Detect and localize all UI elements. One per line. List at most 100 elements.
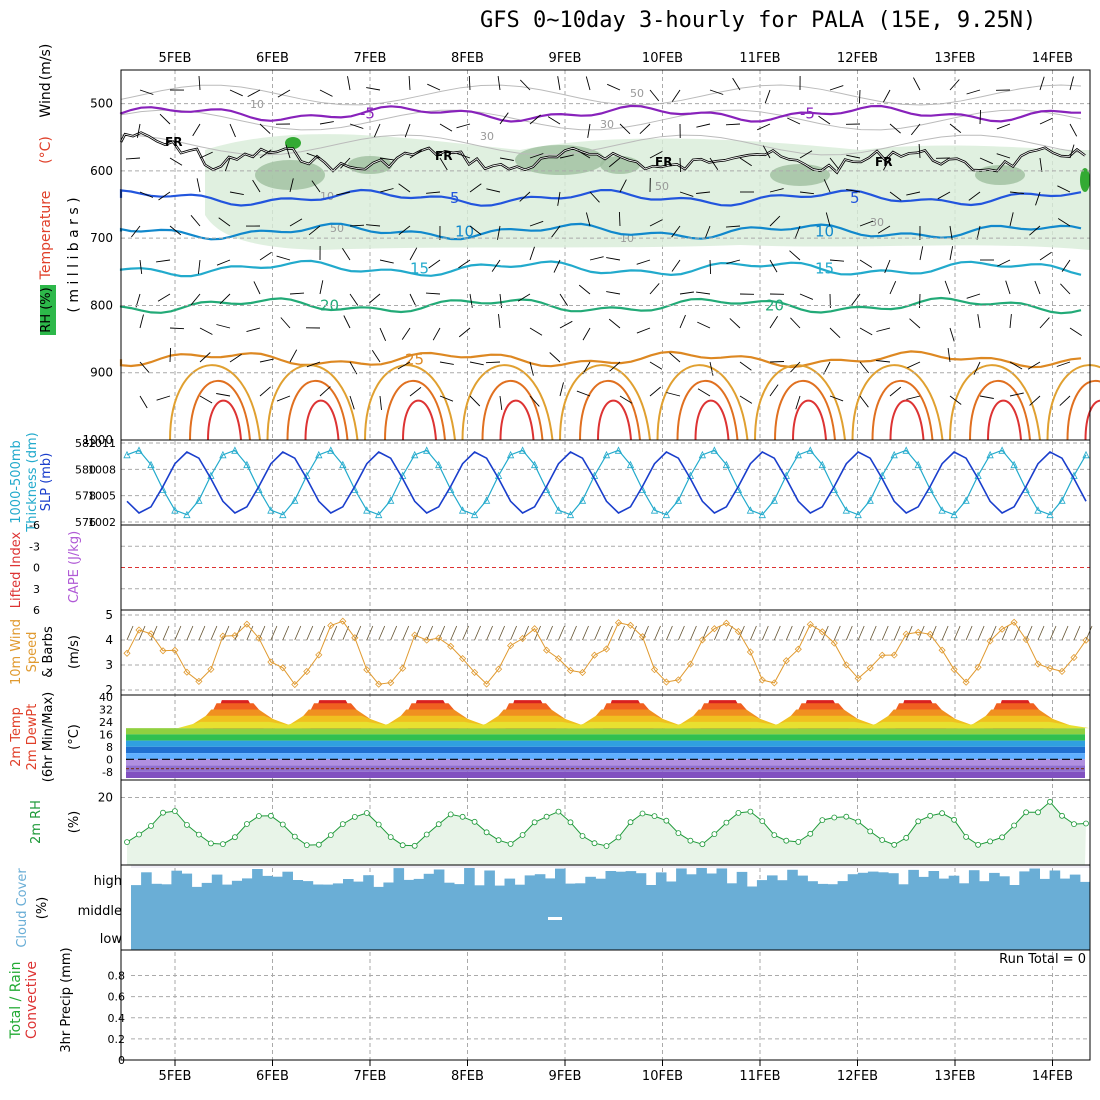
temp-contour-diurnal bbox=[694, 399, 730, 441]
wind10-point bbox=[974, 663, 982, 671]
rh2m-point bbox=[1023, 809, 1029, 816]
wind-barb bbox=[799, 293, 814, 300]
wind-barb bbox=[725, 123, 741, 126]
wind-barb bbox=[379, 395, 382, 410]
wind10-point bbox=[387, 679, 395, 687]
wind-barb bbox=[259, 123, 271, 134]
wind-barb bbox=[609, 361, 621, 372]
wind-barb bbox=[1069, 327, 1082, 336]
wind-barb bbox=[342, 247, 351, 261]
temp-contour-diurnal bbox=[499, 399, 535, 441]
wind10-barb bbox=[606, 625, 613, 641]
wind-barb bbox=[876, 327, 891, 332]
ylabel-cloud-unit: (%) bbox=[35, 897, 50, 920]
temp2m-tick-label: 8 bbox=[106, 741, 113, 754]
rh2m-point bbox=[567, 819, 574, 826]
wind-barb bbox=[196, 178, 201, 193]
pressure-tick-label: 700 bbox=[90, 231, 113, 245]
temp-contour-diurnal bbox=[402, 399, 437, 441]
wind-barb bbox=[218, 217, 231, 227]
wind-barb bbox=[578, 284, 591, 295]
date-label-top: 5FEB bbox=[159, 51, 192, 66]
temp-contour-diurnal bbox=[969, 380, 1031, 441]
wind-barb bbox=[729, 318, 741, 329]
wind-barb bbox=[769, 215, 781, 227]
wind10-barb bbox=[402, 625, 410, 641]
wind10-barb bbox=[989, 625, 997, 641]
wind-barb bbox=[639, 123, 651, 135]
wind10-barb bbox=[198, 625, 206, 641]
wind-barb bbox=[551, 225, 561, 238]
wind10-barb bbox=[833, 625, 841, 641]
rh2m-point bbox=[291, 833, 298, 840]
temp-band bbox=[126, 746, 1085, 754]
wind-barb bbox=[547, 116, 561, 125]
cloud-high-bar bbox=[242, 878, 253, 893]
ylabel-minmax: (6hr Min/Max) bbox=[41, 692, 56, 782]
ylabel-rh2m: 2m RH bbox=[29, 800, 44, 844]
cloud-high-bar bbox=[383, 882, 394, 893]
wind-barb bbox=[306, 152, 321, 159]
wind-barb bbox=[919, 246, 924, 261]
wind10-point bbox=[878, 651, 886, 659]
wind10-barb bbox=[1061, 625, 1069, 641]
rh2m-point bbox=[819, 817, 826, 823]
wind-barb bbox=[289, 349, 298, 363]
wind-barb bbox=[408, 75, 411, 91]
wind-barb bbox=[949, 246, 954, 261]
cloud-high-bar bbox=[999, 876, 1010, 893]
wind-barb bbox=[618, 211, 621, 227]
cloud-low-mid bbox=[131, 893, 1090, 950]
rh2m-point bbox=[195, 831, 202, 838]
rh2m-point bbox=[279, 821, 286, 828]
freezing-label: FR bbox=[165, 135, 182, 149]
wind-barb bbox=[997, 259, 1011, 267]
wind-barb bbox=[679, 191, 694, 197]
wind10-barb bbox=[893, 625, 901, 641]
wind-barb bbox=[979, 157, 993, 165]
temp-contour-diurnal bbox=[461, 364, 554, 441]
wind10-point bbox=[578, 668, 587, 677]
cloud-high-bar bbox=[343, 879, 354, 893]
rh2m-point bbox=[675, 830, 682, 836]
thickness-point bbox=[482, 496, 491, 504]
cloud-high-bar bbox=[736, 871, 748, 893]
slp-tick-label: 1011 bbox=[88, 437, 116, 450]
wind-barb bbox=[996, 123, 1011, 130]
ylabel-cape: CAPE (J/kg) bbox=[67, 531, 82, 603]
cloud-high-bar bbox=[938, 878, 950, 893]
wind10-barb bbox=[438, 625, 446, 641]
wind-barb bbox=[156, 259, 171, 263]
ylabel-wind10-speed: Speed bbox=[25, 632, 40, 673]
wind-barb bbox=[157, 293, 171, 302]
cloud-high-bar bbox=[454, 884, 465, 893]
wind-barb bbox=[139, 314, 144, 329]
wind-barb bbox=[679, 157, 682, 173]
wind10-barb bbox=[570, 625, 577, 641]
date-label-top: 7FEB bbox=[354, 51, 387, 66]
wind-barb bbox=[769, 361, 785, 363]
cloud-high-bar bbox=[282, 871, 293, 893]
cloud-high-bar bbox=[474, 885, 485, 893]
wind10-barb bbox=[534, 625, 541, 641]
cloud-high-bar bbox=[534, 874, 546, 893]
wind-barb bbox=[669, 352, 681, 363]
rh2m-point bbox=[891, 841, 898, 848]
rh2m-point bbox=[315, 841, 322, 848]
wind-barb bbox=[427, 83, 441, 91]
ylabel-precip-total: Total / Rain bbox=[8, 961, 24, 1039]
wind10-barb bbox=[498, 625, 505, 641]
rh2m-point bbox=[687, 837, 694, 844]
thickness-point bbox=[626, 460, 635, 469]
rh2m-point bbox=[231, 834, 238, 841]
wind-barb bbox=[229, 123, 236, 138]
cloud-level-label: high bbox=[94, 874, 122, 889]
cloud-high-bar bbox=[585, 876, 596, 893]
cloud-high-bar bbox=[575, 883, 586, 893]
wind-barb bbox=[169, 347, 172, 363]
wind-barb bbox=[769, 188, 784, 193]
cloud-high-bar bbox=[403, 879, 415, 893]
wind-barb bbox=[1057, 218, 1071, 227]
cloud-high-bar bbox=[635, 873, 647, 893]
cloud-high-bar bbox=[746, 886, 758, 893]
